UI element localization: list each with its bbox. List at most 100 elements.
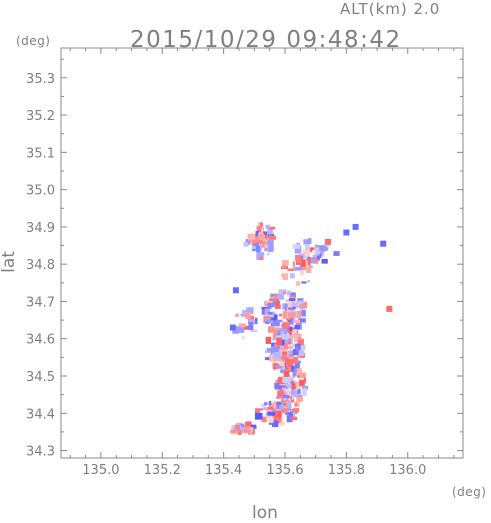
data-cell [296,345,299,352]
data-cell [297,310,302,318]
data-cell [281,387,287,390]
data-cell [288,298,296,302]
data-cell [289,292,296,298]
data-cell [272,362,279,370]
data-cell [285,412,292,415]
data-cell [290,317,294,325]
data-cell [268,231,271,236]
data-cell [270,294,275,297]
data-cell [273,401,277,409]
data-cell [280,334,289,340]
x-tick-label: 135.0 [82,463,119,478]
data-cell [281,354,285,361]
x-tick-label: 135.4 [205,463,242,478]
data-cell [261,226,265,231]
data-cell [289,395,292,399]
data-cell [281,323,286,328]
data-cell [276,410,282,418]
data-cell [251,238,257,245]
data-cell [305,259,308,268]
data-cell [306,258,311,266]
data-cell [274,382,280,389]
chart-title-timestamp: 2015/10/29 09:48:42 [130,27,402,53]
data-cell [244,326,250,330]
data-cell [273,328,278,337]
data-cell [261,306,269,310]
data-cell [271,338,277,341]
data-cell [265,224,271,229]
data-cell [287,290,291,296]
data-cell [282,377,290,383]
data-cell [277,329,282,333]
data-cell [310,265,313,269]
data-cell [300,259,307,268]
data-cell [273,415,281,424]
data-cell [262,234,269,240]
data-cell [316,255,321,260]
data-cell [287,312,296,320]
data-cell [282,273,289,280]
data-cell [287,307,295,312]
data-cell [289,295,295,298]
data-cell [280,330,285,338]
data-cell [268,326,274,333]
data-cell [272,320,280,326]
data-cell [250,329,258,333]
y-tick-label: 34.5 [26,370,55,385]
data-cell-isolated [229,324,236,331]
data-cell [301,281,307,284]
data-cell [301,309,306,317]
data-cell [273,351,282,360]
data-cell [268,416,274,423]
data-cell [302,249,311,257]
data-cell [288,307,296,310]
data-cell [290,337,293,345]
data-cell [273,358,281,362]
data-cell [265,321,270,325]
data-cell [284,382,288,386]
data-cell [304,244,310,251]
data-marks [229,222,393,436]
data-cell [300,270,304,276]
data-cell [261,416,267,423]
data-cell [284,303,290,311]
data-cell [314,258,319,264]
data-cell [256,252,264,260]
data-cell [274,343,278,350]
data-cell [264,357,272,361]
data-cell [302,388,307,397]
data-cell [253,425,257,430]
y-tick-label: 34.4 [26,407,55,422]
data-cell [274,304,281,309]
data-cell [271,354,276,363]
data-cell [243,429,251,433]
data-cell [278,289,287,295]
data-cell [294,245,302,254]
data-cell-isolated [386,305,393,312]
data-cell [286,415,293,423]
data-cell [245,311,251,320]
x-tick-label: 135.8 [328,463,365,478]
data-cell [271,342,276,347]
data-cell [263,407,268,411]
data-cell [279,388,285,393]
data-cell [262,231,268,237]
data-cell [267,411,276,416]
data-cell [292,349,300,356]
data-cell [264,316,271,319]
tick-marks [61,48,463,458]
data-cell [257,226,262,231]
data-cell [296,281,301,287]
data-cell [282,260,289,266]
data-cell [293,334,299,343]
y-tick-label: 35.0 [26,184,55,199]
x-axis-unit: (deg) [452,485,487,499]
data-cell [303,239,309,245]
data-cell [255,408,261,415]
data-cell [296,394,303,402]
data-cell [277,331,283,339]
data-cell [256,245,260,253]
data-cell [295,312,299,319]
data-cell [287,350,294,358]
